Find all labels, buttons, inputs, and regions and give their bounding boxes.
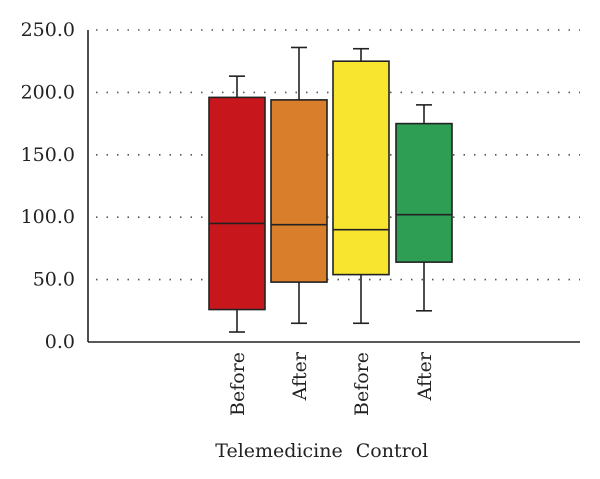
x-category-label: After — [414, 351, 436, 401]
x-group-label: Control — [356, 440, 428, 462]
y-tick-label: 200.0 — [21, 81, 75, 103]
axes — [87, 30, 580, 343]
y-tick-label: 50.0 — [33, 269, 75, 291]
x-axis-group-labels: Telemedicine Control — [215, 440, 428, 462]
box-3 — [395, 104, 453, 312]
x-category-label: After — [289, 351, 311, 401]
x-category-label: Before — [351, 352, 373, 416]
y-tick-label: 150.0 — [21, 144, 75, 166]
y-tick-label: 0.0 — [45, 331, 75, 353]
y-tick-label: 250.0 — [21, 19, 75, 41]
box-iqr — [270, 99, 328, 283]
box-0 — [208, 75, 266, 333]
y-axis-ticks: 0.0 50.0 100.0 150.0 200.0 250.0 — [21, 19, 75, 353]
y-tick-label: 100.0 — [21, 206, 75, 228]
box-iqr — [208, 96, 266, 311]
x-axis-category-labels: Before After Before After — [227, 351, 436, 416]
box-iqr — [332, 60, 390, 276]
box-1 — [270, 46, 328, 325]
box-series — [208, 46, 453, 333]
box-2 — [332, 47, 390, 325]
x-group-label: Telemedicine — [215, 440, 342, 462]
box-iqr — [395, 122, 453, 263]
x-category-label: Before — [227, 352, 249, 416]
